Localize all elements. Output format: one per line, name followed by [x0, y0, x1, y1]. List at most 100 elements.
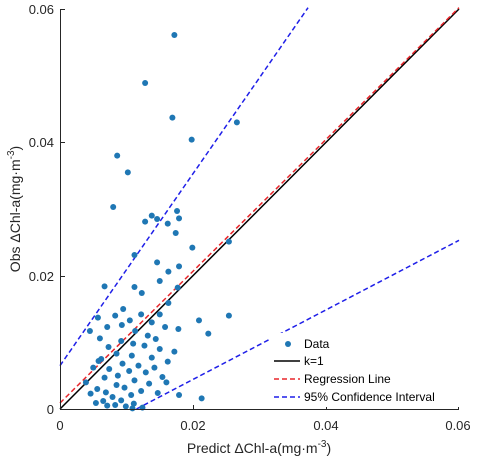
- data-point: [95, 358, 102, 364]
- legend-item-regression: Regression Line: [274, 372, 391, 386]
- data-point: [131, 284, 138, 290]
- data-point: [163, 379, 170, 386]
- confidence-lower-line: [136, 239, 460, 410]
- data-point: [132, 328, 139, 334]
- data-point: [176, 392, 183, 398]
- data-point: [142, 369, 149, 376]
- legend: Data k=1 Regression Line 95% Confidence …: [270, 333, 460, 407]
- data-point: [225, 238, 232, 245]
- y-axis-label-exponent: -3: [6, 150, 17, 159]
- legend-label: Regression Line: [304, 372, 391, 386]
- y-axis-label-close: ): [7, 146, 23, 151]
- data-point: [112, 402, 119, 408]
- data-point: [189, 244, 196, 251]
- data-point: [148, 212, 155, 219]
- data-point: [114, 372, 121, 379]
- data-point: [148, 354, 155, 361]
- data-point: [126, 317, 133, 324]
- data-point: [122, 403, 129, 410]
- data-point: [175, 326, 182, 332]
- data-point: [104, 324, 111, 330]
- data-point: [87, 390, 94, 397]
- x-axis-label: Predict ΔChl-a(mg·m-3): [187, 439, 331, 456]
- data-point: [159, 374, 166, 380]
- y-axis-label-main: Obs ΔChl-a(mg·m: [7, 159, 23, 272]
- legend-marker-dot: [285, 341, 291, 347]
- data-point: [130, 400, 137, 407]
- y-tick-label: 0: [47, 402, 54, 417]
- y-tick-label: 0.02: [29, 269, 54, 284]
- legend-label: k=1: [304, 354, 324, 368]
- data-point: [109, 394, 116, 400]
- data-point: [128, 392, 135, 398]
- data-point: [102, 389, 109, 396]
- data-point: [171, 32, 178, 38]
- data-point: [148, 319, 155, 326]
- data-point: [165, 300, 172, 306]
- legend-item-data: Data: [285, 337, 330, 351]
- x-axis-label-close: ): [326, 440, 331, 456]
- data-point: [106, 366, 113, 372]
- data-point: [135, 362, 142, 369]
- data-point: [126, 368, 133, 374]
- data-point: [101, 283, 108, 290]
- data-point: [174, 208, 181, 214]
- data-point: [129, 405, 136, 412]
- data-point: [100, 398, 107, 404]
- confidence-upper-line: [59, 7, 309, 367]
- data-point: [104, 402, 111, 409]
- x-axis-label-exponent: -3: [318, 439, 327, 450]
- data-point: [156, 278, 163, 284]
- data-point: [110, 204, 117, 210]
- legend-item-confidence: 95% Confidence Interval: [274, 390, 435, 404]
- data-point: [151, 364, 158, 371]
- data-point: [164, 220, 171, 227]
- data-point: [124, 169, 131, 176]
- data-point: [138, 388, 145, 394]
- axes: [60, 9, 459, 410]
- k1-line: [59, 8, 460, 410]
- data-point: [141, 342, 148, 349]
- data-point: [113, 382, 120, 388]
- data-point: [172, 230, 179, 236]
- x-axis-label-main: Predict ΔChl-a(mg·m: [187, 440, 318, 456]
- data-point: [128, 352, 135, 359]
- data-point: [165, 268, 172, 275]
- data-point: [82, 379, 89, 386]
- y-axis-label: Obs ΔChl-a(mg·m-3): [6, 146, 23, 272]
- legend-item-k1: k=1: [274, 354, 324, 368]
- data-point: [152, 336, 159, 342]
- data-point: [94, 314, 101, 321]
- legend-box: [270, 333, 460, 407]
- data-point: [205, 330, 212, 337]
- data-point: [138, 290, 145, 296]
- x-tick-label: 0.06: [445, 418, 470, 433]
- data-point: [176, 263, 183, 270]
- plot-lines: [59, 7, 460, 410]
- data-point: [130, 340, 137, 347]
- data-point: [112, 312, 119, 319]
- data-point: [114, 152, 121, 159]
- x-tick-label: 0.02: [180, 418, 205, 433]
- legend-label: 95% Confidence Interval: [304, 390, 435, 404]
- data-point: [225, 312, 232, 319]
- x-tick-label: 0.04: [313, 418, 338, 433]
- data-point: [92, 400, 99, 406]
- data-point: [118, 397, 125, 404]
- data-point: [164, 358, 171, 365]
- data-point: [131, 252, 138, 258]
- x-tick-label: 0: [56, 418, 63, 433]
- data-point: [156, 311, 163, 318]
- data-point: [188, 136, 195, 143]
- data-point: [174, 284, 181, 291]
- regression-line: [59, 7, 460, 404]
- data-point: [113, 350, 120, 357]
- data-point: [169, 114, 176, 121]
- data-point: [144, 332, 151, 339]
- data-point: [162, 324, 169, 330]
- data-point: [146, 380, 153, 387]
- data-point: [195, 317, 202, 324]
- data-point: [101, 374, 108, 381]
- y-ticks: 0 0.02 0.04 0.06: [29, 2, 65, 417]
